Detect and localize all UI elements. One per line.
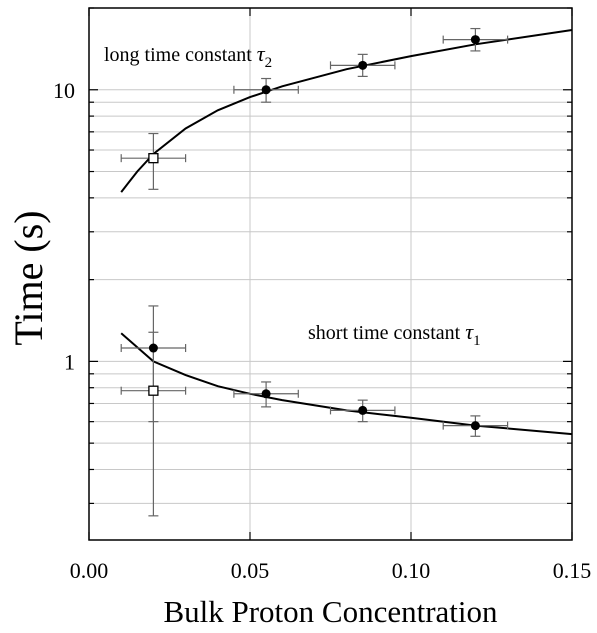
axis-ticks	[88, 7, 573, 540]
data-point-filled	[470, 421, 480, 431]
x-axis-title: Bulk Proton Concentration	[163, 594, 498, 629]
short-time-constant-label: short time constant τ1	[308, 319, 481, 349]
data-point-filled	[358, 405, 368, 415]
tau-symbol: τ	[257, 41, 266, 66]
y-tick-label: 10	[53, 78, 75, 103]
tick-labels: 0.00 0.05 0.10 0.15 1 10	[53, 78, 591, 583]
data-points	[148, 35, 480, 431]
data-point-filled	[470, 35, 480, 45]
error-bars	[120, 27, 509, 517]
grid	[89, 7, 572, 540]
data-point-open-square	[148, 385, 159, 396]
annotation-text: long time constant	[104, 44, 257, 66]
x-tick-label: 0.15	[553, 558, 592, 583]
x-tick-label: 0.00	[70, 558, 109, 583]
tau-subscript: 2	[265, 55, 273, 71]
annotation-text: short time constant	[308, 322, 465, 344]
fit-curve	[120, 29, 573, 193]
long-time-constant-label: long time constant τ2	[104, 41, 272, 71]
data-point-filled	[261, 85, 271, 95]
data-point-filled	[358, 60, 368, 70]
plot-frame	[88, 7, 573, 541]
tau-subscript: 1	[473, 333, 481, 349]
data-point-filled	[148, 343, 158, 353]
data-point-open-square	[148, 153, 159, 164]
y-tick-label: 1	[64, 349, 75, 374]
x-tick-label: 0.05	[231, 558, 270, 583]
data-point-filled	[261, 389, 271, 399]
tau-symbol: τ	[465, 319, 474, 344]
fit-curve	[120, 332, 573, 436]
y-axis-title: Time (s)	[6, 210, 51, 345]
x-tick-label: 0.10	[392, 558, 431, 583]
